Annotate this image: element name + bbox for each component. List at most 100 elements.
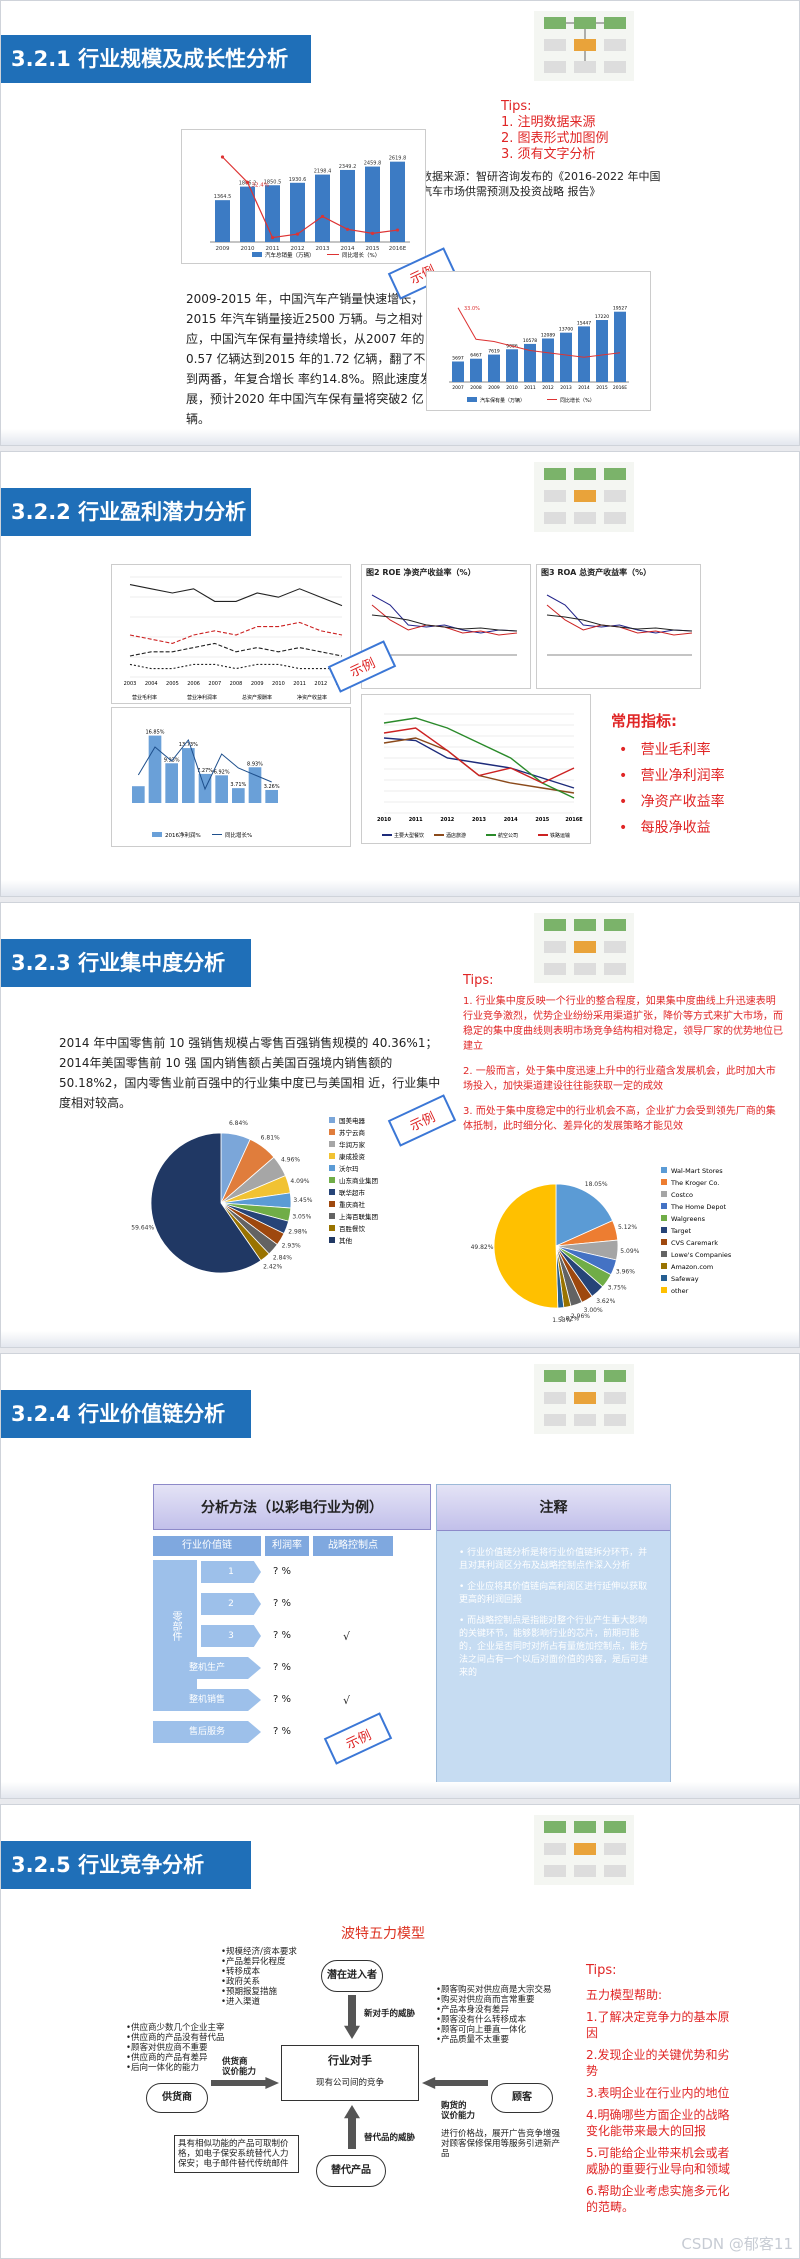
value-chain-step: 售后服务	[153, 1721, 261, 1743]
note-item: 而战略控制点是指能对整个行业产生重大影响的关键环节，能够影响行业的芯片，前期可能…	[459, 1616, 649, 1678]
legend-swatch	[329, 1213, 335, 1219]
bar	[215, 200, 230, 242]
slice-label: 6.81%	[261, 1134, 280, 1141]
growth-point	[370, 231, 375, 235]
slice-label: 59.64%	[131, 1224, 154, 1231]
slide-value-chain: 3.2.4 行业价值链分析 分析方法（以彩电行业为例） 行业价值链 利润率 战略…	[0, 1353, 800, 1799]
indicator-item: 每股净收益	[640, 820, 711, 836]
slice-label: 2.93%	[282, 1242, 301, 1249]
data-label: 7619	[488, 349, 500, 355]
legend-swatch	[467, 397, 477, 402]
data-label: 5697	[452, 355, 464, 361]
control-point-mark: √	[343, 1694, 351, 1707]
tick-label: 2006	[187, 681, 200, 687]
substitutes-node: 替代产品	[316, 2155, 386, 2187]
legend-label: 营业毛利率	[132, 694, 157, 701]
value-chain-rows: 1 ? % 2 ? % 3 ? % √ 整机生产 ? % 整机销售 ? % √ 售后服务 ? %	[153, 1558, 431, 1750]
center-title: 行业对手	[328, 2054, 372, 2067]
legend-swatch	[661, 1191, 667, 1197]
slice-label: 3.75%	[608, 1285, 627, 1292]
tick-label: 2003	[124, 681, 137, 687]
legend-label: 净资产收益率	[297, 694, 327, 701]
data-source-note: 数据来源：智研咨询发布的《2016-2022 年中国汽车市场供需预测及投资战略 …	[421, 170, 661, 198]
value-chain-row: 整机销售 ? % √	[153, 1686, 431, 1716]
series-line	[129, 584, 343, 607]
method-panel: 分析方法（以彩电行业为例） 行业价值链 利润率 战略控制点 零部件 1? % 2?…	[153, 1484, 431, 1794]
buyer-power-label: 购货的 议价能力	[441, 2101, 476, 2121]
tick-label: 2010	[506, 385, 518, 391]
slice-label: 5.09%	[620, 1248, 639, 1255]
industry-rivals-node: 行业对手 现有公司间的竞争	[281, 2045, 419, 2101]
tick-label: 2016E	[389, 246, 407, 252]
slide-concentration: 3.2.3 行业集中度分析 2014 年中国零售前 10 强销售规模占零售百强销…	[0, 902, 800, 1348]
note-item: 行业价值链分析是将行业价值链拆分环节，并且对其利润区分布及战略控制点作深入分析	[459, 1548, 648, 1571]
bar	[470, 358, 482, 382]
pie-slice	[150, 1132, 262, 1274]
tick-label: 2015	[366, 246, 380, 252]
industry-comparison-svg: 2010 2011 2012 2013 2014 2015 2016E 主要大型餐饮 酒店旅游 航…	[377, 713, 583, 839]
slide-title: 3.2.3 行业集中度分析	[1, 939, 251, 987]
tips-item: 2. 图表形式加图例	[501, 131, 609, 146]
arrow-right-icon	[211, 2077, 279, 2089]
legend-label: 华润万家	[339, 1140, 366, 1149]
tick-label: 2013	[560, 385, 572, 391]
legend-label: Walgreens	[671, 1215, 706, 1223]
legend-label: 重庆商社	[339, 1200, 366, 1209]
tick-label: 2012	[440, 817, 454, 823]
legend-label: 康成投资	[339, 1152, 366, 1161]
legend-swatch	[661, 1215, 667, 1221]
tick-label: 2007	[208, 681, 221, 687]
data-label: 1850.5	[264, 179, 282, 185]
slice-label: 18.05%	[585, 1181, 608, 1188]
tick-label: 2008	[230, 681, 243, 687]
legend-label: 2016净利润%	[165, 831, 201, 839]
legend-label: 沃尔玛	[339, 1164, 359, 1173]
value-chain-row: 2 ? %	[153, 1590, 431, 1620]
tick-label: 2010	[377, 817, 391, 823]
value-chain-step: 1	[201, 1561, 261, 1583]
tips-item: 3. 须有文字分析	[501, 147, 596, 162]
threat-new-label: 新对手的威胁	[364, 2009, 416, 2019]
pie-slice	[493, 1183, 559, 1309]
legend-label: 汽车总销量（万辆）	[265, 251, 315, 259]
process-thumbnail-icon	[534, 462, 634, 532]
slide-footer-band	[1, 880, 799, 896]
slice-label: 49.82%	[471, 1244, 494, 1251]
tips-item: 2. 一般而言，处于集中度迅速上升中的行业蕴含发展机会，此时加大市场投入，加快渠…	[463, 1066, 776, 1092]
value-chain-row: 3 ? % √	[153, 1622, 431, 1652]
legend-swatch	[661, 1167, 667, 1173]
slice-label: 3.96%	[616, 1269, 635, 1276]
series-line	[129, 642, 343, 657]
data-label: 1930.6	[289, 177, 307, 183]
roa-svg	[546, 594, 693, 656]
industry-comparison-chart: 2010 2011 2012 2013 2014 2015 2016E 主要大型餐饮 酒店旅游 航…	[361, 694, 591, 844]
arrow-down-icon	[344, 1995, 360, 2039]
roa-chart: 图3 ROA 总资产收益率（%）	[536, 564, 701, 689]
series-line	[546, 614, 693, 632]
china-retail-pie-chart: 6.84% 6.81% 4.96% 4.09% 3.45% 3.05% 2.98% 2.93%…	[131, 1116, 378, 1274]
pie-slice	[555, 1183, 614, 1247]
data-label: 16.85%	[145, 730, 164, 736]
slice-label: 2.84%	[273, 1254, 292, 1261]
legend-swatch	[661, 1287, 667, 1293]
slide-title: 3.2.2 行业盈利潜力分析	[1, 488, 251, 536]
arrow-left-icon	[422, 2077, 488, 2089]
series-line	[383, 727, 575, 784]
tick-label: 2009	[251, 681, 264, 687]
legend-swatch	[329, 1117, 335, 1123]
profit-margin-svg: 2003 2004 2005 2006 2007 2008 2009 2010 2011 2012…	[124, 576, 348, 701]
method-header: 分析方法（以彩电行业为例）	[153, 1484, 431, 1530]
legend-label: Lowe's Companies	[671, 1251, 732, 1259]
tips-item: 1. 行业集中度反映一个行业的整合程度，如果集中度曲线上升迅速表明行业竞争激烈，…	[463, 996, 783, 1052]
tick-label: 2014	[578, 385, 590, 391]
five-forces-diagram: •规模经济/资本要求 •产品差异化程度 •转移成本 •政府关系 •预期报复措施 •进入渠道…	[126, 1945, 586, 2245]
note-item: 企业应将其价值链向高利润区进行延伸以获取更高的利润回报	[459, 1582, 648, 1605]
slice-label: 3.45%	[293, 1197, 312, 1204]
tick-label: 2016E	[565, 817, 583, 823]
process-thumbnail-icon	[534, 11, 634, 81]
data-label: 6.92%	[214, 769, 230, 775]
legend-label: 苏宁云商	[339, 1128, 366, 1137]
data-label: 3.26%	[264, 784, 280, 790]
profit-rate: ? %	[273, 1694, 291, 1705]
data-label: 2459.8	[364, 161, 382, 167]
